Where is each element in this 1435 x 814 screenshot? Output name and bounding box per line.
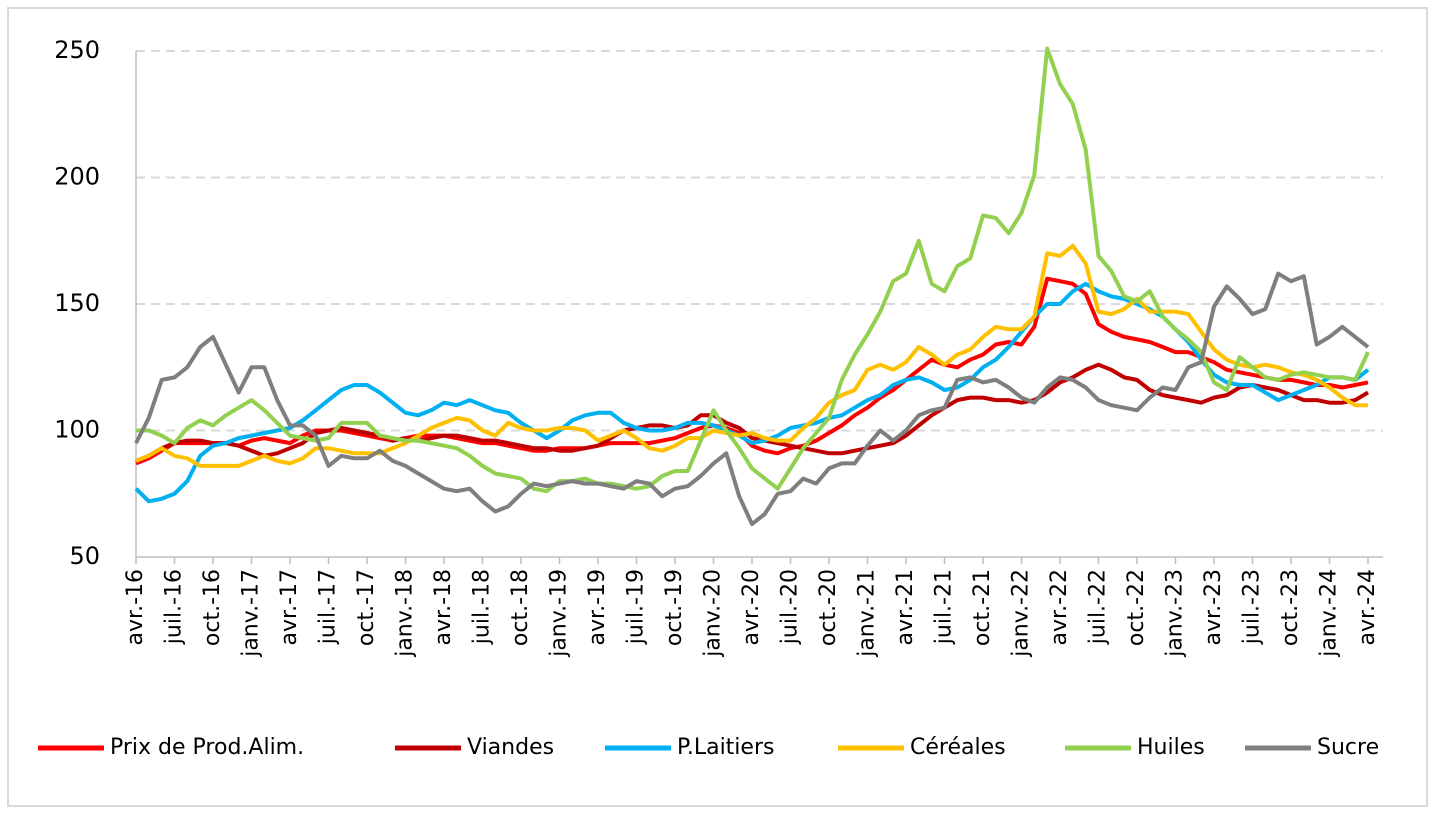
x-tick-label: juil.-20 — [778, 569, 803, 645]
x-tick-label: janv.-23 — [1163, 569, 1188, 658]
x-tick-label: janv.-18 — [393, 569, 418, 658]
y-tick-label: 150 — [54, 289, 100, 317]
x-tick-label: juil.-17 — [316, 569, 341, 645]
series-line — [135, 362, 1370, 463]
legend-label: Sucre — [1317, 735, 1379, 760]
legend-label: P.Laitiers — [677, 735, 774, 760]
y-tick-label: 100 — [54, 416, 100, 444]
x-tick-label: oct.-22 — [1124, 569, 1149, 646]
x-tick-label: oct.-20 — [816, 569, 841, 646]
x-tick-label: avr.-17 — [277, 569, 302, 645]
x-tick-label: juil.-21 — [932, 569, 957, 645]
series-line — [135, 276, 1369, 466]
x-tick-label: oct.-16 — [200, 569, 225, 646]
legend-label: Prix de Prod.Alim. — [110, 735, 304, 760]
x-tick-label: avr.-18 — [431, 569, 456, 645]
x-tick-label: avr.-16 — [123, 569, 148, 645]
legend-label: Céréales — [910, 735, 1006, 760]
x-tick-label: juil.-18 — [470, 569, 495, 645]
x-tick-label: oct.-23 — [1278, 569, 1303, 646]
x-tick-label: oct.-19 — [662, 569, 687, 646]
legend-label: Viandes — [467, 735, 554, 760]
y-tick-label: 50 — [69, 542, 100, 570]
x-tick-label: janv.-22 — [1009, 569, 1034, 658]
x-tick-label: avr.-23 — [1201, 569, 1226, 645]
x-tick-label: juil.-22 — [1086, 569, 1111, 645]
x-tick-label: oct.-17 — [354, 569, 379, 646]
x-tick-label: avr.-19 — [585, 569, 610, 645]
x-tick-label: janv.-19 — [547, 569, 572, 658]
x-tick-label: avr.-20 — [739, 569, 764, 645]
series-line — [135, 243, 1368, 468]
x-tick-label: janv.-24 — [1317, 569, 1342, 658]
x-tick-label: avr.-21 — [893, 569, 918, 645]
x-tick-label: janv.-21 — [855, 569, 880, 658]
series-line — [134, 271, 1370, 527]
x-tick-label: oct.-18 — [508, 569, 533, 646]
legend-label: Huiles — [1137, 735, 1205, 760]
x-tick-label: avr.-24 — [1355, 569, 1380, 645]
y-tick-label: 200 — [54, 163, 100, 191]
chart-border — [7, 7, 1428, 807]
series-line — [136, 46, 1370, 494]
x-tick-label: janv.-17 — [239, 569, 264, 658]
x-tick-label: oct.-21 — [970, 569, 995, 646]
x-tick-label: juil.-16 — [162, 569, 187, 645]
x-tick-label: janv.-20 — [701, 569, 726, 658]
y-tick-label: 250 — [54, 36, 100, 64]
x-tick-label: juil.-19 — [624, 569, 649, 645]
x-tick-label: juil.-23 — [1240, 569, 1265, 645]
x-tick-label: avr.-22 — [1047, 569, 1072, 645]
